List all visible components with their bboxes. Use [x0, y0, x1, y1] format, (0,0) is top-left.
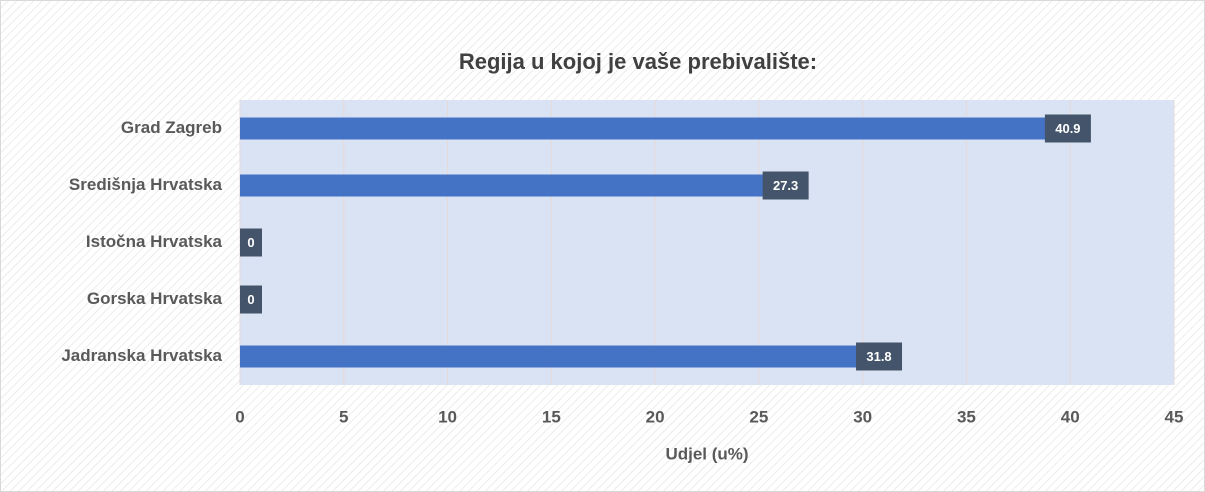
data-label-box [240, 228, 262, 257]
data-label: 31.8 [866, 349, 891, 364]
x-tick-label: 10 [438, 407, 457, 426]
data-label-box [1044, 114, 1091, 143]
data-label: 0 [247, 235, 254, 250]
chart-title: Regija u kojoj je vaše prebivalište: [459, 49, 817, 74]
x-axis-label: Udjel (u%) [665, 444, 748, 463]
x-tick-label: 0 [235, 407, 244, 426]
data-label-box [856, 342, 903, 371]
x-tick-label: 5 [339, 407, 348, 426]
x-tick-label: 15 [542, 407, 561, 426]
y-tick-label: Grad Zagreb [121, 118, 222, 137]
bar [240, 174, 807, 197]
data-label: 0 [247, 292, 254, 307]
data-label: 27.3 [773, 178, 798, 193]
y-tick-label: Središnja Hrvatska [69, 175, 223, 194]
y-tick-label: Jadranska Hrvatska [61, 346, 222, 365]
x-tick-label: 35 [957, 407, 976, 426]
data-label-box [240, 285, 262, 314]
x-tick-label: 20 [646, 407, 665, 426]
x-tick-label: 45 [1165, 407, 1184, 426]
bar [240, 345, 901, 368]
data-label: 40.9 [1055, 121, 1080, 136]
plot-area [240, 100, 1174, 385]
x-tick-label: 25 [749, 407, 768, 426]
y-tick-label: Istočna Hrvatska [86, 232, 223, 251]
bar [240, 117, 1089, 140]
y-tick-label: Gorska Hrvatska [87, 289, 223, 308]
data-label-box [762, 171, 809, 200]
x-tick-label: 40 [1061, 407, 1080, 426]
x-tick-label: 30 [853, 407, 872, 426]
